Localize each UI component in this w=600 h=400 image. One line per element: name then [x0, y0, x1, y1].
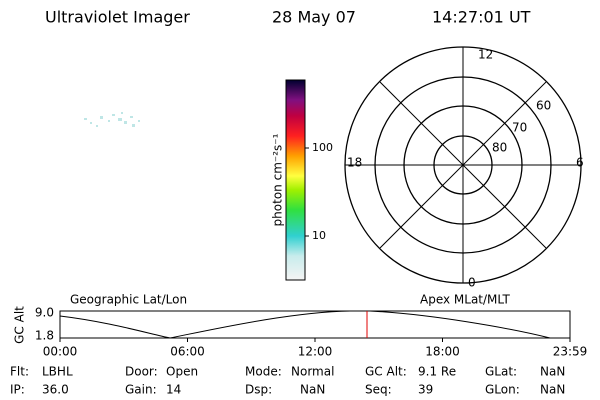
field-label: IP: [10, 383, 25, 397]
field-label: Door: [125, 365, 158, 379]
strip-x-tick-label: 23:59 [553, 345, 588, 359]
colorbar-unit: photon cm⁻²s⁻¹ [271, 133, 285, 226]
field-label: Dsp: [245, 383, 272, 397]
field-value: NaN [540, 383, 565, 397]
field-label: GC Alt: [365, 365, 407, 379]
field-value: 36.0 [42, 383, 69, 397]
field-value: Open [166, 365, 198, 379]
field-label: Mode: [245, 365, 282, 379]
mlt-label: 18 [347, 156, 362, 170]
mlt-label: 6 [576, 156, 584, 170]
field-value: NaN [540, 365, 565, 379]
field-value: NaN [300, 383, 325, 397]
colorbar-tick-label: 10 [312, 229, 326, 242]
colorbar [285, 79, 306, 281]
field-value: Normal [291, 365, 334, 379]
altitude-curve [59, 310, 551, 339]
lat-label: 70 [512, 121, 527, 135]
lat-label: 60 [536, 99, 551, 113]
info-table: Flt: LBHL Door: Open Mode: Normal GC Alt: 9.1 R… [10, 365, 565, 397]
strip-x-tick-label: 00:00 [43, 345, 78, 359]
strip-x-tick-label: 06:00 [170, 345, 205, 359]
strip-x-ticks: 00:00 06:00 12:00 18:00 23:59 [43, 338, 588, 359]
strip-title: Apex MLat/MLT [420, 293, 510, 307]
strip-frame [59, 310, 571, 339]
colorbar-tick-label: 100 [312, 141, 333, 154]
field-label: Gain: [125, 383, 157, 397]
strip-title: Geographic Lat/Lon [70, 293, 187, 307]
field-label: Seq: [365, 383, 392, 397]
field-label: GLon: [485, 383, 520, 397]
strip-x-tick-label: 18:00 [425, 345, 460, 359]
strip-y-tick: 9.0 [35, 306, 54, 320]
field-value: 9.1 Re [418, 365, 456, 379]
field-label: GLat: [485, 365, 517, 379]
field-value: LBHL [42, 365, 73, 379]
strip-y-label: GC Alt [13, 306, 27, 344]
strip-x-tick-label: 12:00 [298, 345, 333, 359]
strip-y-tick: 1.8 [35, 329, 54, 343]
mlt-label: 0 [468, 276, 476, 290]
field-label: Flt: [10, 365, 29, 379]
field-value: 14 [166, 383, 181, 397]
instrument: Ultraviolet Imager [45, 8, 190, 27]
lat-label: 80 [492, 141, 507, 155]
field-value: 39 [418, 383, 433, 397]
mlt-label: 12 [478, 48, 493, 62]
date: 28 May 07 [272, 8, 356, 27]
time: 14:27:01 UT [432, 8, 531, 27]
image-speckle [84, 112, 140, 127]
polar-grid [344, 46, 582, 284]
